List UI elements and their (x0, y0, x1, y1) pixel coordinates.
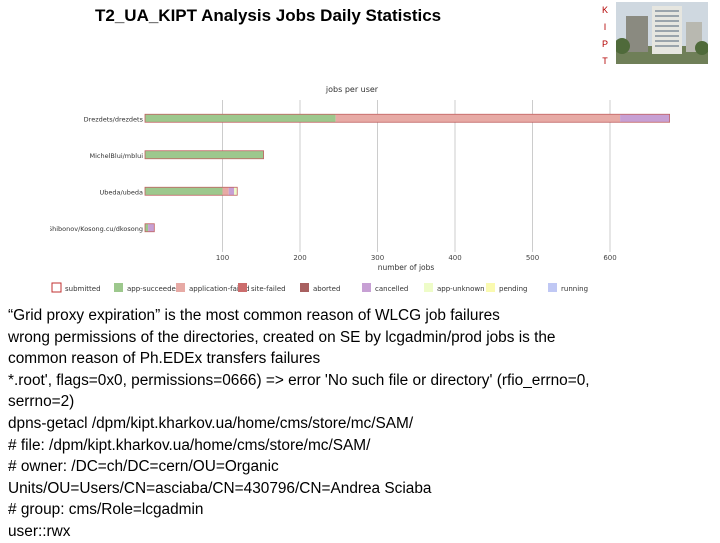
legend-label: submitted (65, 285, 101, 293)
bar-segment-app-succeeded (145, 114, 336, 123)
x-tick-label: 600 (603, 254, 616, 262)
legend-label: cancelled (375, 285, 408, 293)
slide-title: T2_UA_KIPT Analysis Jobs Daily Statistic… (95, 6, 442, 25)
legend-swatch (300, 283, 309, 292)
bar-outline (144, 223, 155, 233)
building-photo (616, 2, 708, 64)
bar-segment-app-succeeded (145, 187, 223, 196)
body-line: # group: cms/Role=lcgadmin (8, 501, 204, 519)
body-line: *.root', flags=0x0, permissions=0666) =>… (8, 371, 590, 389)
y-category-label: MichelBlui/mblui (90, 152, 144, 160)
legend-swatch (51, 282, 62, 293)
legend-label: app-succeeded (127, 285, 180, 293)
x-tick-label: 500 (526, 254, 539, 262)
y-category-label: Ubeda/ubeda (99, 188, 143, 196)
body-line: common reason of Ph.EDEx transfers failu… (8, 350, 321, 368)
body-line: user::rwx (8, 522, 71, 540)
x-tick-label: 100 (216, 254, 229, 262)
jobs-per-user-chart: jobs per user Drezdets/drezdets MichelBlu… (50, 85, 670, 293)
y-category-label: Drezdets/drezdets (84, 115, 144, 123)
x-tick-label: 400 (448, 254, 461, 262)
body-line: serrno=2) (8, 393, 75, 411)
x-tick-label: 200 (293, 254, 306, 262)
x-tick-label: 300 (371, 254, 384, 262)
body-line: dpns-getacl /dpm/kipt.kharkov.ua/home/cm… (8, 414, 414, 432)
bar-segment-cancelled (620, 114, 670, 123)
legend-label: aborted (313, 285, 340, 293)
legend-swatch (486, 283, 495, 292)
bar-segment-cancelled (228, 187, 235, 196)
body-line: # file: /dpm/kipt.kharkov.ua/home/cms/st… (8, 436, 371, 454)
bar-segment-app-succeeded (145, 150, 264, 159)
legend-swatch (238, 283, 247, 292)
body-line: wrong permissions of the directories, cr… (8, 328, 556, 346)
legend-label: pending (499, 285, 527, 293)
body-line: “Grid proxy expiration” is the most comm… (8, 307, 500, 324)
logo-letter-t: T (602, 56, 608, 66)
bar-segment-app-succeeded (145, 223, 149, 232)
bar-segment-application-failed (335, 114, 621, 123)
legend-swatch (114, 283, 123, 292)
legend-label: application-failed (189, 285, 250, 293)
chart-title: jobs per user (325, 85, 379, 94)
kipt-logo: K I P T (596, 2, 614, 70)
bar-segment-cancelled (148, 223, 155, 232)
body-text: “Grid proxy expiration” is the most comm… (8, 305, 716, 543)
logo-letter-i: I (603, 22, 607, 32)
legend-label: app-unknown (437, 285, 485, 293)
logo-letter-k: K (601, 5, 608, 15)
bar-outline (144, 150, 264, 160)
body-line: Units/OU=Users/CN=asciaba/CN=430796/CN=A… (8, 479, 432, 497)
legend-swatch (424, 283, 433, 292)
y-category-label: Shibonov/Kosong.cu/dkosong (50, 225, 143, 233)
x-axis-label: number of jobs (378, 263, 435, 272)
body-line: # owner: /DC=ch/DC=cern/OU=Organic (8, 458, 279, 476)
bar-outline (144, 113, 670, 123)
legend-swatch (176, 283, 185, 292)
bar-outline (144, 186, 238, 196)
legend-swatch (548, 283, 557, 292)
legend-label: running (561, 285, 588, 293)
bar-segment-application-failed (222, 187, 229, 196)
logo-letter-p: P (601, 39, 608, 49)
legend-swatch (362, 283, 371, 292)
bar-segment-app-unknown (234, 187, 238, 196)
legend-label: site-failed (251, 285, 286, 293)
